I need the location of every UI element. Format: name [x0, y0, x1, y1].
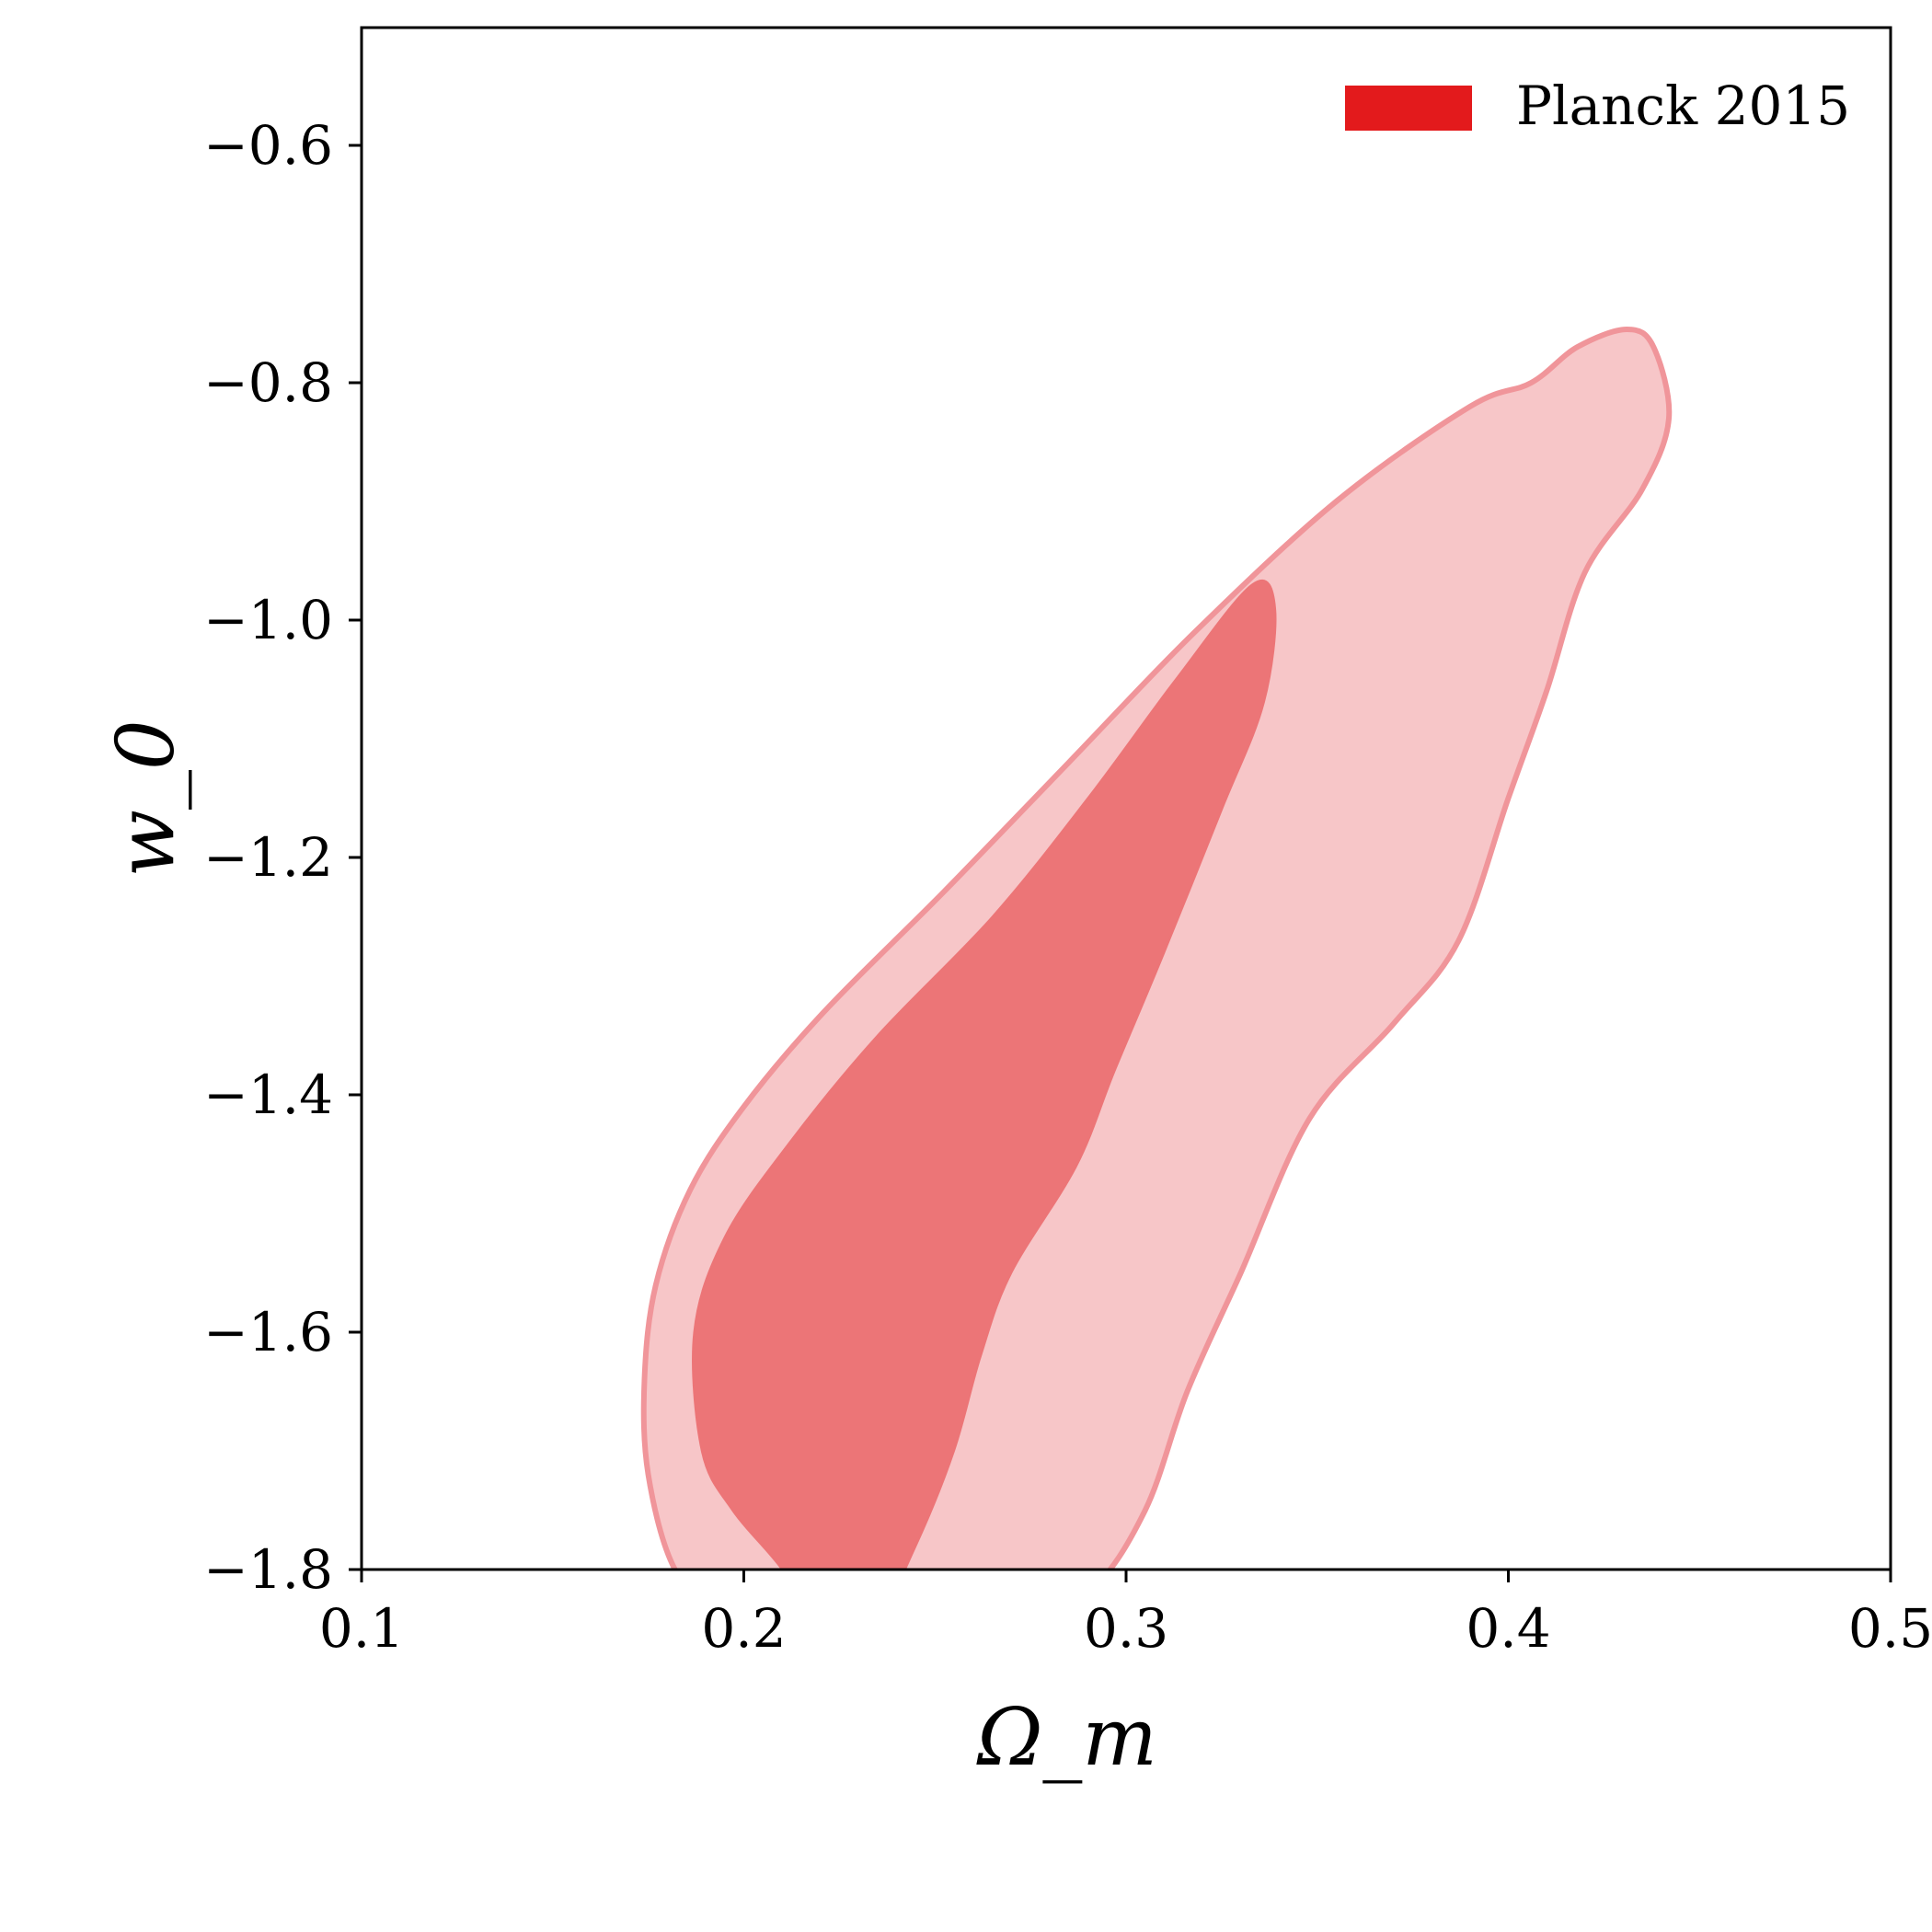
x-axis: 0.1 0.2 0.3 0.4 0.5 [319, 1570, 1932, 1660]
contour-inner [692, 579, 1277, 1570]
x-tick-label: 0.1 [319, 1597, 404, 1660]
x-tick-label: 0.4 [1466, 1597, 1550, 1660]
y-tick-label: −1.2 [203, 826, 333, 889]
x-tick-label: 0.3 [1084, 1597, 1168, 1660]
y-axis-label: w_0 [100, 719, 192, 877]
y-tick-label: −1.0 [203, 589, 333, 651]
x-tick-label: 0.2 [701, 1597, 786, 1660]
y-tick-label: −1.6 [203, 1301, 333, 1363]
contour-layer [640, 327, 1673, 1570]
y-tick-label: −1.8 [203, 1538, 333, 1601]
legend-swatch [1345, 86, 1472, 131]
y-tick-label: −1.4 [203, 1064, 333, 1126]
y-tick-label: −0.8 [203, 351, 333, 414]
x-tick-label: 0.5 [1848, 1597, 1932, 1660]
legend: Planck 2015 [1345, 75, 1850, 137]
x-axis-label: Ω_m [976, 1692, 1157, 1784]
legend-label: Planck 2015 [1516, 75, 1850, 137]
y-axis: −0.6 −0.8 −1.0 −1.2 −1.4 −1.6 −1.8 [203, 114, 362, 1601]
y-tick-label: −0.6 [203, 114, 333, 177]
